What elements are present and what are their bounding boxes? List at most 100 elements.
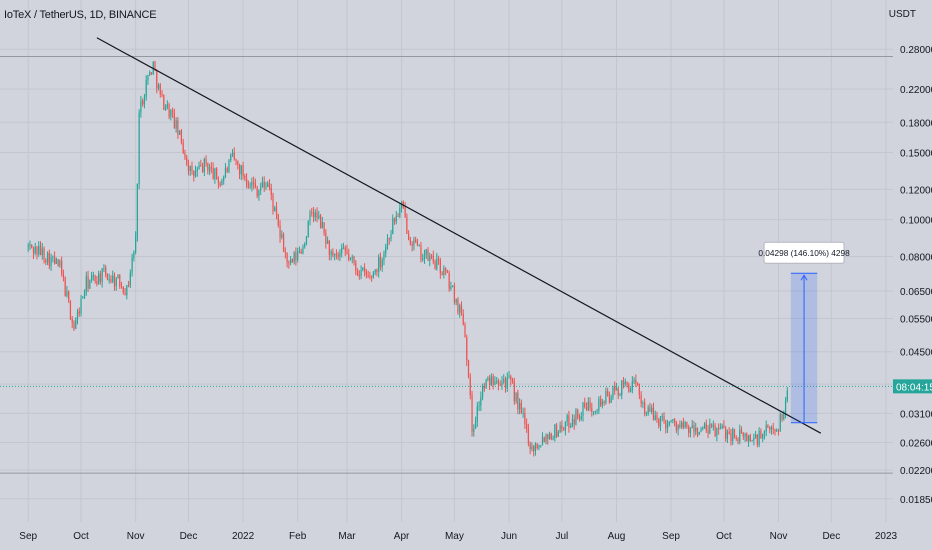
candle-body xyxy=(471,395,473,432)
candle-body xyxy=(689,427,692,433)
candle-body xyxy=(245,178,248,184)
candle-body xyxy=(772,427,774,430)
candle-body xyxy=(725,428,727,439)
candle-body xyxy=(770,427,773,430)
candle-body xyxy=(186,157,188,164)
candle-body xyxy=(594,411,596,413)
candle-body xyxy=(98,273,100,285)
candle-body xyxy=(219,183,221,186)
candle-body xyxy=(281,234,283,238)
candle-body xyxy=(411,243,413,246)
candle-body xyxy=(478,405,480,407)
candle-body xyxy=(45,259,47,263)
candle-body xyxy=(298,251,301,253)
candle-body xyxy=(325,233,327,244)
candle-body xyxy=(38,245,40,255)
candle-body xyxy=(43,248,45,260)
time-tick-label: Apr xyxy=(394,531,410,542)
time-tick-label: Oct xyxy=(716,531,732,542)
candle-body xyxy=(127,285,130,287)
time-axis[interactable]: Sep Oct Nov Dec 2022 Feb Mar Apr May Jun Jul Aug Sep… xyxy=(19,531,897,542)
price-range-measure[interactable]: 0.04298 (146.10%) 4298 xyxy=(758,241,850,424)
candle-body xyxy=(69,300,72,320)
candle-body xyxy=(557,431,559,437)
time-tick-label: Mar xyxy=(338,531,356,542)
candle-body xyxy=(563,429,565,431)
candle-body xyxy=(203,159,205,173)
candle-body xyxy=(311,212,313,214)
candle-body xyxy=(760,430,762,439)
candle-body xyxy=(212,167,214,179)
candle-body xyxy=(157,85,160,89)
candle-body xyxy=(171,110,174,113)
candle-body xyxy=(622,380,625,385)
price-range-label-box xyxy=(763,241,845,264)
candle-body xyxy=(120,286,123,288)
candle-body xyxy=(395,216,397,222)
candle-body xyxy=(163,94,165,110)
candle-body xyxy=(362,267,364,271)
candle-body xyxy=(330,251,332,255)
candle-body xyxy=(487,377,489,381)
candle-body xyxy=(161,94,163,96)
candle-body xyxy=(200,165,202,167)
candle-body xyxy=(575,409,577,425)
candle-body xyxy=(702,428,704,430)
candle-body xyxy=(346,250,348,255)
candle-body xyxy=(430,255,433,257)
candle-body xyxy=(349,257,352,260)
trendline-layer[interactable] xyxy=(96,37,822,434)
last-price-tag[interactable] xyxy=(893,379,932,394)
candle-body xyxy=(319,215,322,228)
candle-body xyxy=(473,428,475,432)
time-tick-label: 2023 xyxy=(875,531,898,542)
candle-body xyxy=(615,387,618,391)
candle-body xyxy=(131,257,133,273)
candle-body xyxy=(481,386,484,397)
candle-body xyxy=(681,422,683,428)
candle-body xyxy=(318,215,320,218)
candle-body xyxy=(57,259,59,266)
candle-body xyxy=(492,376,494,385)
candle-body xyxy=(140,100,142,113)
descending-trendline[interactable] xyxy=(96,37,822,434)
candle-body xyxy=(159,85,161,95)
candle-body xyxy=(527,428,530,444)
candle-body xyxy=(552,438,554,440)
candle-body xyxy=(508,376,510,378)
candle-body xyxy=(335,253,338,255)
candle-body xyxy=(668,421,670,425)
candle-body xyxy=(168,104,170,117)
candle-body xyxy=(617,387,619,396)
candle-body xyxy=(295,252,297,261)
candle-body xyxy=(441,273,443,275)
candle-body xyxy=(436,258,438,269)
candle-body xyxy=(358,274,360,277)
candle-body xyxy=(376,269,378,273)
candle-body xyxy=(589,401,591,409)
candle-body xyxy=(533,446,535,452)
candle-body xyxy=(663,416,665,422)
candle-body xyxy=(723,425,725,429)
candle-body xyxy=(221,180,223,186)
candle-body xyxy=(217,179,220,184)
candle-body xyxy=(189,165,191,172)
candle-body xyxy=(62,273,65,278)
candle-body xyxy=(540,445,542,447)
candle-body xyxy=(578,418,581,420)
candle-body xyxy=(177,120,179,135)
candle-body xyxy=(693,425,695,432)
candle-body xyxy=(432,255,434,262)
candle-body xyxy=(122,287,124,293)
candle-body xyxy=(684,422,686,428)
time-tick-label: Nov xyxy=(770,531,788,542)
candle-body xyxy=(651,407,653,412)
candle-body xyxy=(385,246,387,254)
candle-body xyxy=(640,394,642,404)
candle-body xyxy=(360,270,362,277)
price-range-label: 0.04298 (146.10%) 4298 xyxy=(758,248,850,258)
candle-body xyxy=(439,259,441,274)
